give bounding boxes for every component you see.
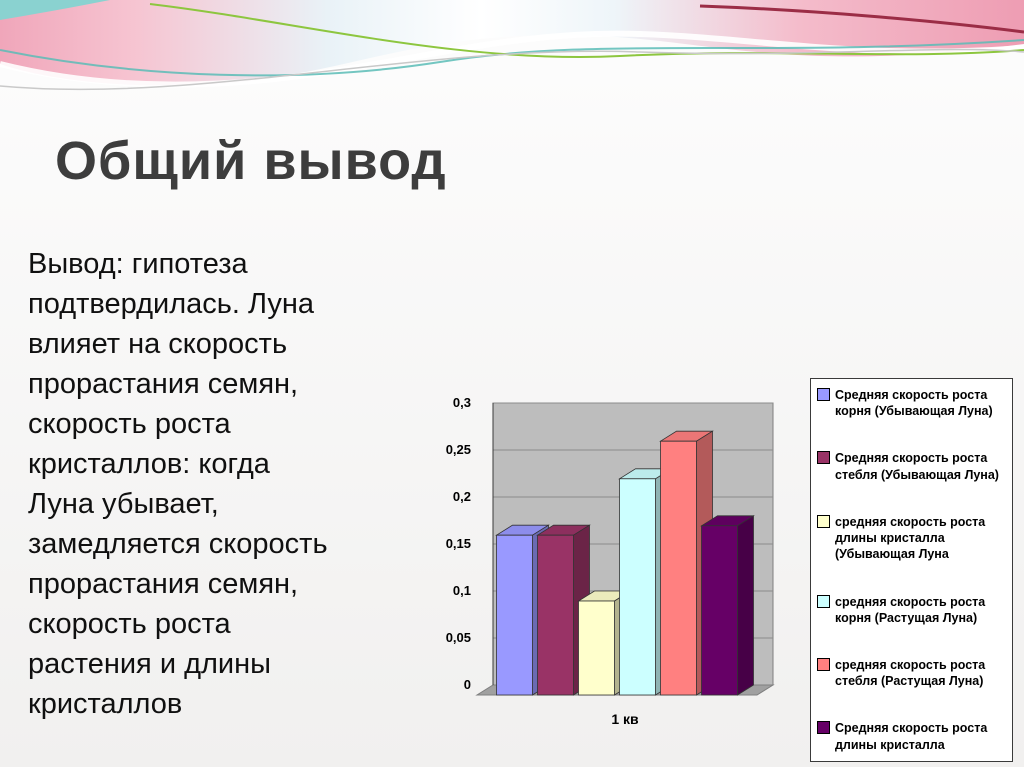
legend-item: средняя скорость роста стебля (Растущая … (817, 657, 1007, 690)
body-text-line: скорость роста (28, 608, 231, 640)
legend-item: средняя скорость роста корня (Растущая Л… (817, 594, 1007, 627)
body-text-line: влияет на скорость (28, 328, 288, 360)
wave-green-line (149, 3, 1024, 58)
body-text-line: замедляется скорость (28, 528, 328, 560)
y-axis-tick-label: 0,25 (446, 442, 471, 457)
legend-item: Средняя скорость роста длины кристалла (817, 720, 1007, 753)
bar-series-0 (496, 534, 533, 696)
bar-series-4 (660, 440, 697, 696)
legend-label: средняя скорость роста стебля (Растущая … (835, 658, 986, 689)
wave-gray-line (0, 48, 1024, 91)
bar-series-1 (537, 534, 574, 696)
body-text-line: кристаллов (28, 688, 183, 720)
body-text-line: Вывод: гипотеза (28, 248, 248, 280)
body-text-line: подтвердилась. Луна (28, 288, 314, 320)
legend-swatch (817, 721, 830, 735)
header-wave-decoration (0, 0, 1024, 91)
y-axis-tick-label: 0,15 (446, 536, 471, 551)
y-axis-tick-label: 0,1 (453, 583, 471, 598)
legend-label: средняя скорость роста длины кристалла (… (835, 514, 986, 562)
legend-item: Средняя скорость роста корня (Убывающая … (817, 387, 1007, 420)
y-axis-tick-label: 0,05 (446, 630, 471, 645)
body-text-line: Луна убывает, (28, 488, 219, 520)
bar-side-series-5 (737, 515, 754, 696)
bar-series-5 (701, 525, 738, 696)
wave-band (0, 0, 1024, 86)
bar-series-2 (578, 600, 615, 696)
legend-swatch (817, 514, 830, 528)
legend-label: средняя скорость роста корня (Растущая Л… (835, 594, 986, 625)
body-text-line: растения и длины (28, 648, 271, 680)
page-title: Общий вывод (55, 131, 447, 191)
body-text-line: кристаллов: когда (28, 448, 270, 480)
legend-item: Средняя скорость роста стебля (Убывающая… (817, 450, 1007, 483)
chart-svg: 0 0,05 0,1 0,15 0,2 0,25 0,3 1 кв (446, 395, 775, 727)
bar-series-3 (619, 478, 656, 696)
wave-maroon-line (699, 4, 1024, 34)
legend-swatch (817, 658, 830, 671)
legend-swatch (817, 388, 830, 401)
legend-swatch (817, 451, 830, 465)
x-axis-category-label: 1 кв (611, 711, 639, 727)
y-axis-tick-label: 0 (464, 677, 471, 692)
legend-label: Средняя скорость роста стебля (Убывающая… (835, 451, 999, 482)
legend-label: Средняя скорость роста длины кристалла (835, 721, 988, 752)
body-text: Вывод: гипотеза подтвердилась. Луна влияет… (28, 244, 428, 724)
chart-legend: Средняя скорость роста корня (Убывающая … (810, 378, 1013, 762)
bar-chart: 0 0,05 0,1 0,15 0,2 0,25 0,3 1 кв (432, 383, 792, 731)
body-text-line: скорость роста (28, 408, 231, 440)
y-axis-tick-label: 0,2 (453, 489, 471, 504)
legend-item: средняя скорость роста длины кристалла (… (817, 514, 1007, 563)
wave-teal-sliver (0, 0, 110, 20)
body-text-line: прорастания семян, (28, 568, 299, 600)
legend-label: Средняя скорость роста корня (Убывающая … (835, 388, 993, 419)
body-text-line: прорастания семян, (28, 368, 299, 400)
wave-teal-line (0, 39, 1024, 77)
legend-swatch (817, 594, 830, 608)
y-axis-tick-label: 0,3 (453, 395, 471, 410)
